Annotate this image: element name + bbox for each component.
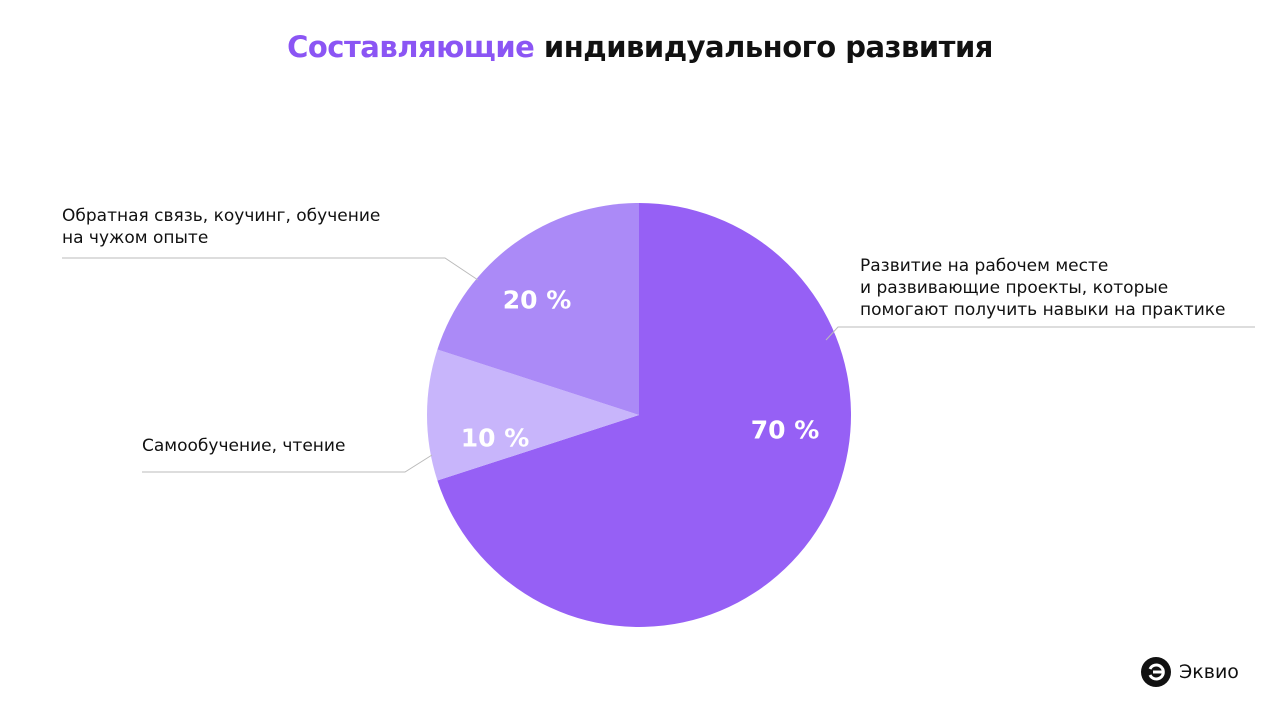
pie-slice [437,203,852,627]
category-label: Обратная связь, коучинг, обучение на чуж… [62,206,381,248]
leader-line [825,326,1255,341]
leader-line [142,454,433,473]
pie-slice [437,203,639,415]
chart-title: Составляющие индивидуального развития [0,30,1280,64]
category-label: Самообучение, чтение [142,436,346,456]
value-label: 10 % [460,423,530,453]
brand-logo [1141,657,1171,687]
title-rest: индивидуального развития [543,30,993,64]
leader-line [62,257,479,281]
value-label: 70 % [750,415,820,445]
brand-name: Эквио [1179,661,1239,683]
value-label: 20 % [502,285,572,315]
category-label: Развитие на рабочем месте и развивающие … [860,256,1226,320]
pie-slice [426,349,639,481]
title-highlight: Составляющие [287,30,535,64]
brand: Эквио [1141,657,1239,687]
